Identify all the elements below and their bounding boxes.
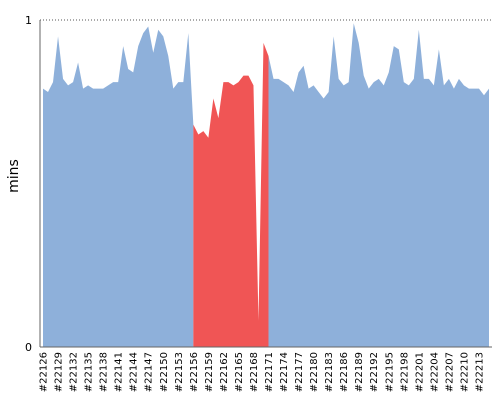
x-tick-label: #22210 — [459, 352, 470, 392]
y-tick-label-bottom: 0 — [25, 341, 32, 354]
x-tick-label: #22141 — [114, 352, 125, 392]
y-tick-label-top: 1 — [25, 14, 32, 27]
x-tick-label: #22165 — [234, 352, 245, 392]
x-tick-label: #22171 — [264, 352, 275, 392]
x-tick-label: #22144 — [129, 352, 140, 392]
x-tick-label: #22135 — [84, 352, 95, 392]
x-tick-label: #22147 — [144, 352, 155, 392]
x-tick-label: #22177 — [294, 352, 305, 392]
area-series — [43, 23, 489, 348]
x-axis-ticks: #22126 #22129 #22132 #22135 #22138 #22141 #221… — [39, 352, 486, 392]
x-tick-label: #22213 — [474, 352, 485, 392]
x-tick-label: #22138 — [99, 352, 110, 392]
x-tick-label: #22183 — [324, 352, 335, 392]
x-tick-label: #22195 — [384, 352, 395, 392]
x-tick-label: #22186 — [339, 352, 350, 392]
x-tick-label: #22180 — [309, 352, 320, 392]
x-tick-label: #22189 — [354, 352, 365, 392]
x-tick-label: #22174 — [279, 352, 290, 392]
x-tick-label: #22159 — [204, 352, 215, 392]
x-tick-label: #22207 — [444, 352, 455, 392]
normal-area-before — [43, 26, 194, 347]
x-tick-label: #22168 — [249, 352, 260, 392]
x-tick-label: #22153 — [174, 352, 185, 392]
x-tick-label: #22126 — [39, 352, 50, 392]
highlight-area — [193, 42, 269, 347]
x-tick-label: #22150 — [159, 352, 170, 392]
x-tick-label: #22129 — [54, 352, 65, 392]
x-tick-label: #22132 — [69, 352, 80, 392]
x-tick-label: #22192 — [369, 352, 380, 392]
x-tick-label: #22162 — [219, 352, 230, 392]
normal-area-after — [268, 23, 489, 348]
x-tick-label: #22156 — [189, 352, 200, 392]
x-tick-label: #22201 — [414, 352, 425, 392]
x-tick-label: #22204 — [429, 352, 440, 392]
x-tick-label: #22198 — [399, 352, 410, 392]
y-axis-title: mins — [6, 159, 22, 193]
